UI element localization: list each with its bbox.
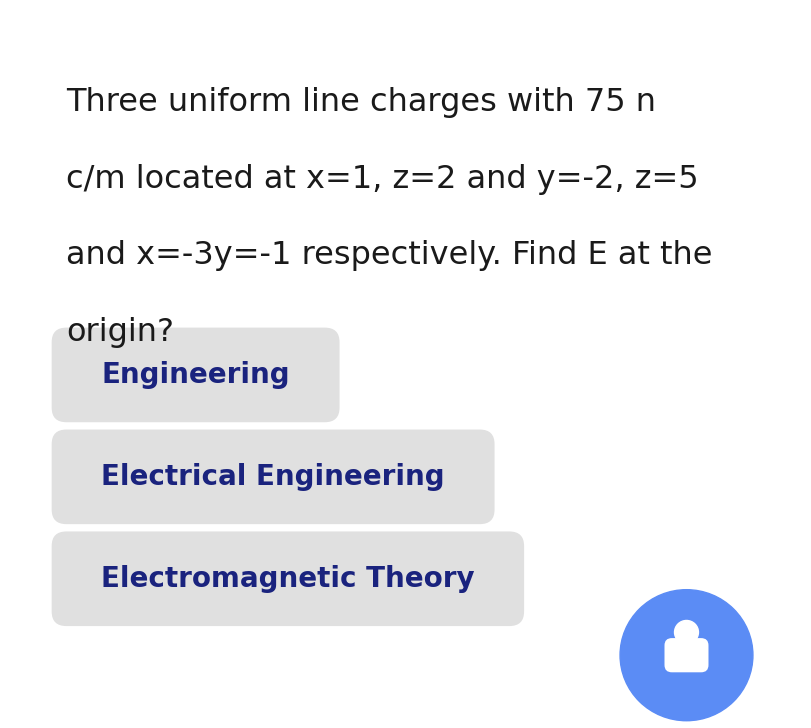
- Circle shape: [674, 620, 697, 644]
- FancyBboxPatch shape: [663, 638, 708, 673]
- FancyBboxPatch shape: [52, 531, 523, 626]
- Text: Engineering: Engineering: [101, 361, 290, 389]
- Text: Electromagnetic Theory: Electromagnetic Theory: [101, 565, 474, 593]
- Text: c/m located at x=1, z=2 and y=-2, z=5: c/m located at x=1, z=2 and y=-2, z=5: [67, 164, 698, 195]
- Text: and x=-3y=-1 respectively. Find E at the: and x=-3y=-1 respectively. Find E at the: [67, 240, 712, 272]
- Circle shape: [620, 590, 752, 721]
- FancyBboxPatch shape: [52, 328, 339, 422]
- Text: origin?: origin?: [67, 317, 174, 348]
- Text: Three uniform line charges with 75 n: Three uniform line charges with 75 n: [67, 87, 655, 119]
- FancyBboxPatch shape: [52, 430, 494, 524]
- Text: Electrical Engineering: Electrical Engineering: [101, 463, 444, 491]
